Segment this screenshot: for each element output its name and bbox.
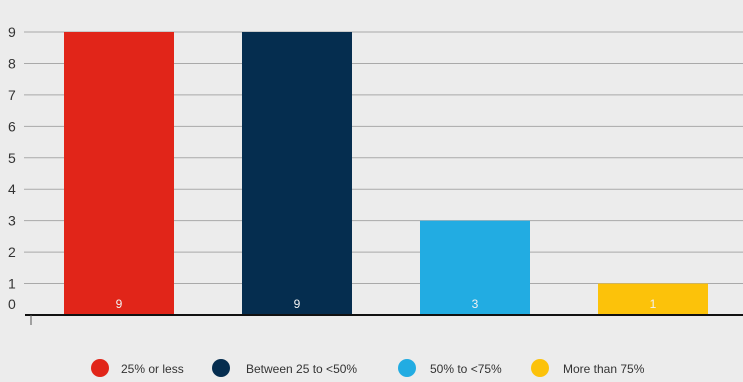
data-label: 3 xyxy=(472,297,479,311)
y-tick-label: 4 xyxy=(8,181,16,197)
y-tick-label: 6 xyxy=(8,118,16,134)
legend-item[interactable]: More than 75% xyxy=(531,359,645,377)
y-tick-label: 2 xyxy=(8,244,16,260)
bars xyxy=(64,32,708,315)
legend-swatch xyxy=(91,359,109,377)
bar xyxy=(420,220,530,315)
data-labels: 9 9 3 1 xyxy=(116,297,657,311)
legend-item[interactable]: 25% or less xyxy=(91,359,184,377)
bar xyxy=(242,32,352,315)
y-tick-label: 3 xyxy=(8,213,16,229)
y-tick-label: 7 xyxy=(8,87,16,103)
legend-swatch xyxy=(398,359,416,377)
data-label: 9 xyxy=(116,297,123,311)
data-label: 1 xyxy=(650,297,657,311)
legend-label: 25% or less xyxy=(121,362,184,376)
bar xyxy=(64,32,174,315)
y-tick-label: 1 xyxy=(8,276,16,292)
legend-swatch xyxy=(212,359,230,377)
y-axis-tick-labels: 0 1 2 3 4 5 6 7 8 9 xyxy=(8,24,16,312)
data-label: 9 xyxy=(294,297,301,311)
legend-label: Between 25 to <50% xyxy=(246,362,357,376)
legend-item[interactable]: Between 25 to <50% xyxy=(212,359,357,377)
legend-label: 50% to <75% xyxy=(430,362,502,376)
legend-item[interactable]: 50% to <75% xyxy=(398,359,502,377)
legend[interactable]: 25% or less Between 25 to <50% 50% to <75%… xyxy=(91,359,645,377)
y-tick-label: 9 xyxy=(8,24,16,40)
y-tick-label: 5 xyxy=(8,150,16,166)
y-tick-label: 0 xyxy=(8,296,16,312)
y-tick-label: 8 xyxy=(8,55,16,71)
legend-label: More than 75% xyxy=(563,362,645,376)
bar xyxy=(598,283,708,315)
legend-swatch xyxy=(531,359,549,377)
